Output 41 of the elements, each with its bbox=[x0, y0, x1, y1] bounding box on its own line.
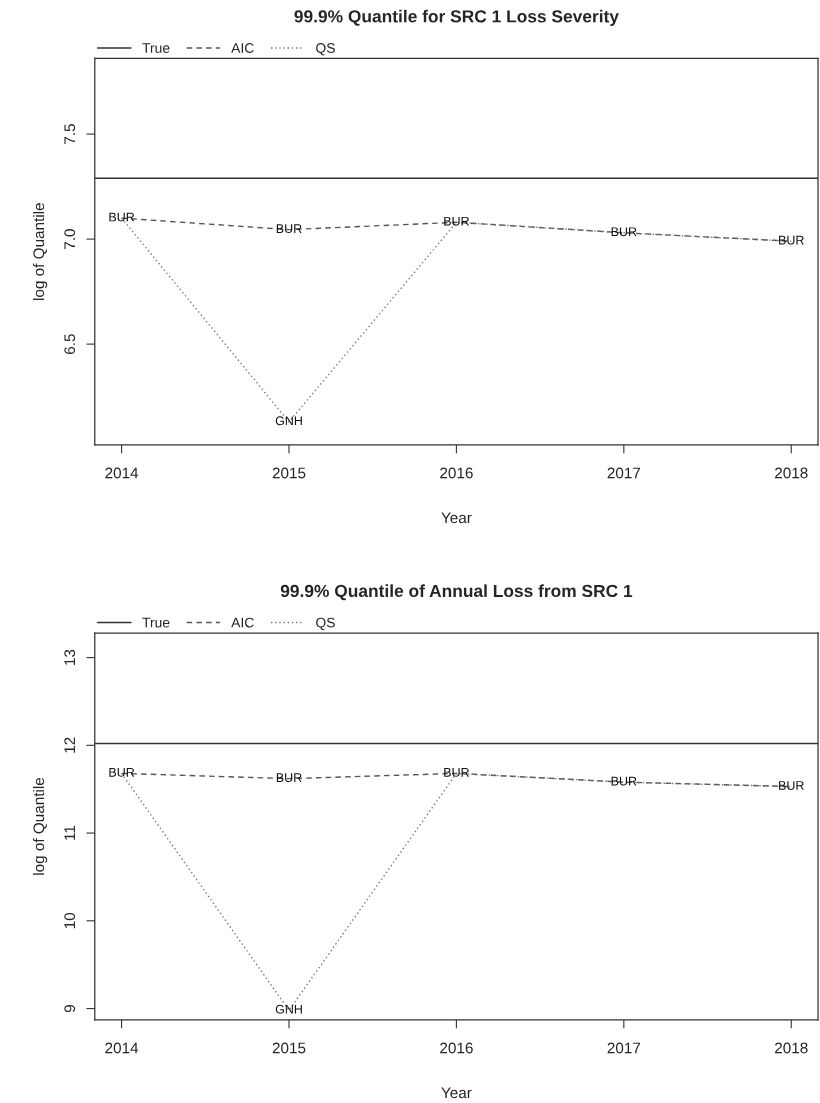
x-tick-label: 2014 bbox=[105, 467, 139, 479]
data-label: BUR bbox=[109, 212, 135, 222]
legend-label: True bbox=[142, 617, 170, 628]
data-label: BUR bbox=[276, 224, 302, 233]
y-tick-label: 7.0 bbox=[64, 229, 76, 249]
y-tick-label: 10 bbox=[64, 912, 76, 929]
data-label: GNH bbox=[275, 416, 302, 426]
data-label: BUR bbox=[611, 227, 637, 237]
y-axis-title: log of Quantile bbox=[32, 777, 48, 875]
data-label: BUR bbox=[779, 235, 804, 245]
x-tick-label: 2018 bbox=[775, 1042, 808, 1054]
y-tick-label: 11 bbox=[64, 825, 75, 840]
x-tick-label: 2014 bbox=[105, 1042, 139, 1054]
x-axis-title: Year bbox=[441, 1087, 472, 1099]
x-tick-label: 2016 bbox=[440, 1042, 473, 1054]
y-tick-label: 13 bbox=[64, 649, 76, 665]
legend-label: QS bbox=[316, 617, 335, 630]
data-label: BUR bbox=[444, 216, 470, 226]
data-label: BUR bbox=[611, 776, 637, 786]
y-tick-label: 7.5 bbox=[64, 124, 76, 144]
data-label: BUR bbox=[276, 773, 302, 783]
legend-label: AIC bbox=[231, 617, 254, 628]
y-tick-label: 6.5 bbox=[64, 334, 76, 354]
x-tick-label: 2017 bbox=[607, 1042, 641, 1054]
x-tick-label: 2017 bbox=[607, 467, 641, 479]
x-tick-label: 2015 bbox=[272, 467, 306, 479]
data-label: BUR bbox=[779, 781, 804, 790]
x-tick-label: 2016 bbox=[440, 467, 473, 479]
data-label: GNH bbox=[275, 1004, 302, 1014]
y-tick-label: 9 bbox=[64, 1005, 76, 1013]
x-tick-label: 2018 bbox=[775, 467, 808, 479]
y-tick-label: 12 bbox=[64, 737, 75, 753]
chart-title: 99.9% Quantile of Annual Loss from SRC 1 bbox=[280, 584, 633, 601]
x-tick-label: 2015 bbox=[272, 1042, 306, 1054]
chart-title: 99.9% Quantile for SRC 1 Loss Severity bbox=[294, 9, 619, 26]
data-label: BUR bbox=[109, 768, 135, 777]
legend-label: True bbox=[142, 43, 170, 53]
y-axis-title: log of Quantile bbox=[32, 203, 48, 300]
x-axis-title: Year bbox=[441, 512, 472, 524]
legend-label: QS bbox=[316, 43, 335, 56]
legend-label: AIC bbox=[231, 43, 254, 53]
